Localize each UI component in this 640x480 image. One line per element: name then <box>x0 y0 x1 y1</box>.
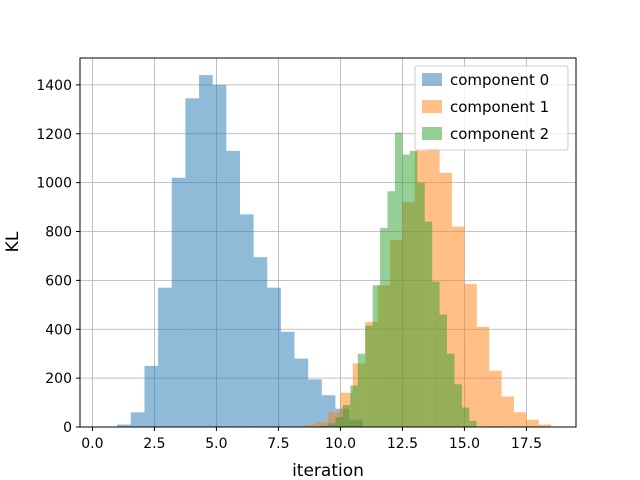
histogram-bar <box>402 154 410 427</box>
histogram-bar <box>357 353 366 427</box>
legend-label-component-1: component 1 <box>450 98 549 116</box>
legend-box <box>414 65 569 151</box>
legend-swatch-component-1 <box>422 100 442 113</box>
histogram-bar <box>350 385 358 427</box>
histogram-bar <box>476 326 490 427</box>
y-tick-label: 1200 <box>36 127 72 143</box>
histogram-bar <box>501 396 514 427</box>
histogram-bars <box>117 75 552 427</box>
series-component-0 <box>117 75 363 427</box>
histogram-bar <box>447 353 455 427</box>
y-axis-ticks: 0 200 400 600 800 1000 1200 1400 <box>36 78 80 436</box>
y-tick-label: 200 <box>45 371 72 387</box>
histogram-bar <box>409 150 418 427</box>
histogram-bar <box>454 384 462 427</box>
histogram-bar <box>424 221 433 427</box>
legend-label-component-0: component 0 <box>450 71 549 89</box>
histogram-bar <box>464 284 477 427</box>
histogram-bar <box>130 412 145 427</box>
y-tick-label: 600 <box>45 273 72 289</box>
x-tick-label: 15.0 <box>449 436 480 452</box>
histogram-bar <box>469 420 477 427</box>
x-tick-label: 10.0 <box>325 436 356 452</box>
legend-swatch-component-0 <box>422 73 442 86</box>
histogram-bar <box>417 182 425 427</box>
x-tick-label: 2.5 <box>143 436 165 452</box>
histogram-bar <box>315 422 328 427</box>
histogram-bar <box>432 281 440 427</box>
x-axis-label: iteration <box>292 461 364 480</box>
histogram-bar <box>158 287 172 427</box>
histogram-bar <box>489 370 502 427</box>
y-tick-label: 400 <box>45 322 72 338</box>
histogram-bar <box>199 75 213 427</box>
histogram-bar <box>526 419 539 427</box>
histogram-bar <box>328 423 336 427</box>
histogram-bar <box>387 191 395 427</box>
histogram-bar <box>144 365 159 427</box>
y-tick-label: 800 <box>45 225 72 241</box>
histogram-bar <box>452 226 465 427</box>
histogram-bar <box>538 424 552 427</box>
histogram-bar <box>212 84 227 427</box>
y-tick-label: 1400 <box>36 78 72 94</box>
histogram-bar <box>303 425 316 427</box>
y-axis-label: KL <box>3 231 23 252</box>
series-component-2 <box>320 132 477 427</box>
histogram-bar <box>372 285 381 427</box>
histogram-bar <box>514 412 527 427</box>
x-axis-ticks: 0.0 2.5 5.0 7.5 10.0 12.5 15.0 17.5 <box>81 427 542 452</box>
histogram-bar <box>308 379 322 427</box>
x-tick-label: 0.0 <box>81 436 103 452</box>
histogram-bar <box>380 227 388 427</box>
plot-frame <box>79 57 577 428</box>
histogram-bar <box>171 177 186 427</box>
legend: component 0 component 1 component 2 <box>414 65 569 151</box>
histogram-bar <box>253 257 268 427</box>
histogram-bar <box>439 314 448 427</box>
x-tick-label: 12.5 <box>387 436 418 452</box>
x-tick-label: 5.0 <box>205 436 227 452</box>
y-tick-label: 0 <box>63 420 72 436</box>
y-tick-label: 1000 <box>36 176 72 192</box>
histogram-bar <box>394 132 403 427</box>
histogram-bar <box>365 325 373 427</box>
histogram-bar <box>239 214 254 427</box>
histogram-bar <box>267 287 281 427</box>
histogram-bar <box>320 425 328 427</box>
histogram-bar <box>342 405 351 427</box>
histogram-bar <box>280 331 295 427</box>
histogram-bar <box>185 98 200 427</box>
histogram-bar <box>335 417 343 427</box>
legend-label-component-2: component 2 <box>450 125 549 143</box>
histogram-bar <box>294 358 309 427</box>
histogram-bar <box>226 150 240 427</box>
x-tick-label: 17.5 <box>511 436 542 452</box>
histogram-bar <box>461 407 470 427</box>
x-tick-label: 7.5 <box>267 436 289 452</box>
histogram-bar <box>117 424 131 427</box>
legend-swatch-component-2 <box>422 127 442 140</box>
